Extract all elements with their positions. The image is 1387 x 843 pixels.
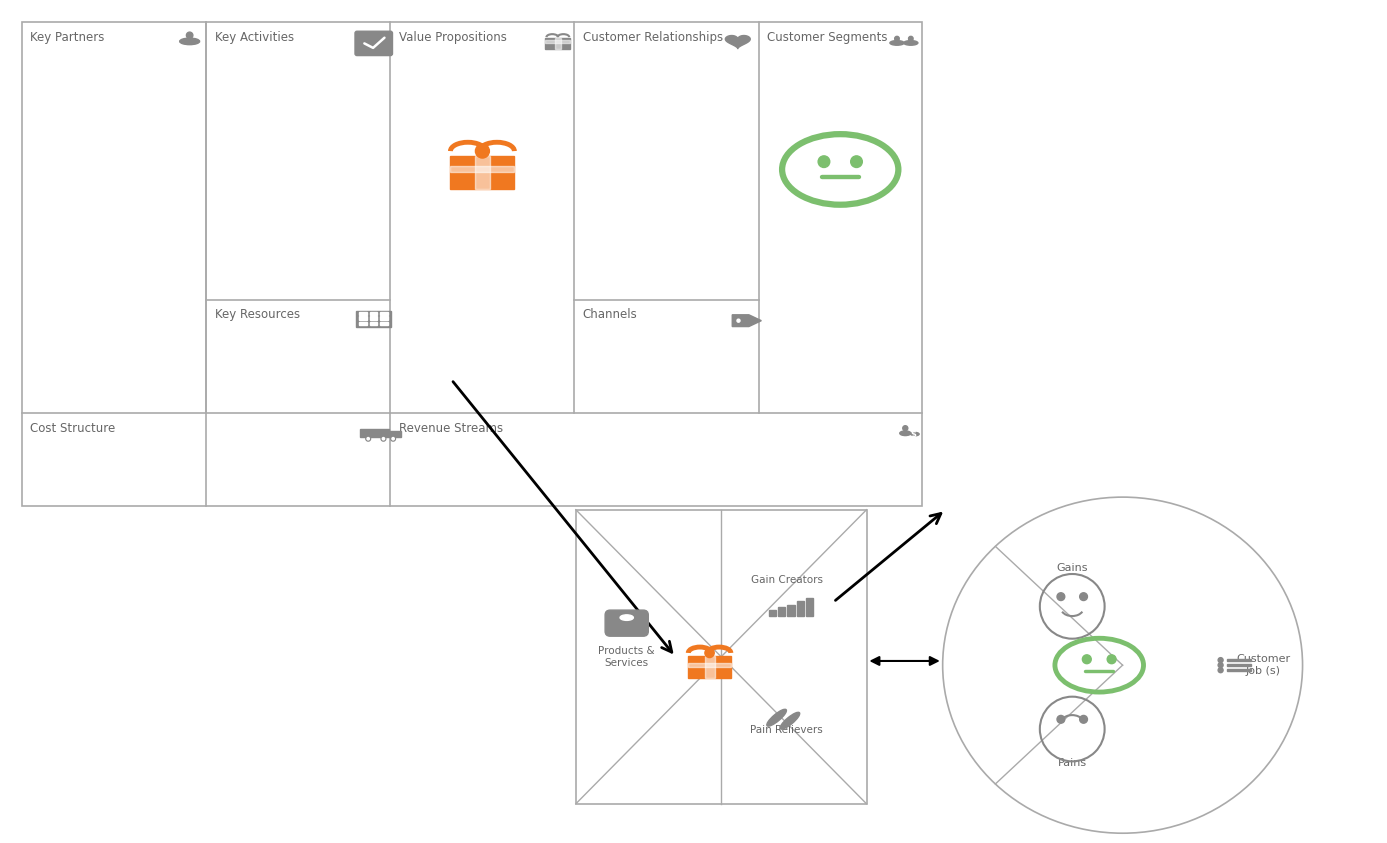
Bar bbox=[359, 321, 366, 325]
Bar bbox=[555, 38, 560, 49]
Circle shape bbox=[895, 36, 899, 41]
Text: Customer
Job (s): Customer Job (s) bbox=[1236, 654, 1290, 676]
Bar bbox=[768, 610, 775, 615]
Bar bbox=[369, 321, 377, 325]
Bar bbox=[22, 23, 922, 506]
Circle shape bbox=[818, 156, 829, 168]
Circle shape bbox=[1107, 655, 1117, 663]
Ellipse shape bbox=[180, 38, 200, 45]
Text: Key Resources: Key Resources bbox=[215, 308, 300, 321]
Text: Gain Creators: Gain Creators bbox=[750, 575, 822, 585]
Text: Customer Relationships: Customer Relationships bbox=[583, 31, 723, 44]
Ellipse shape bbox=[904, 40, 918, 46]
Bar bbox=[359, 429, 388, 438]
Circle shape bbox=[1079, 593, 1087, 600]
Text: Pain Relievers: Pain Relievers bbox=[750, 725, 822, 735]
Ellipse shape bbox=[890, 40, 904, 46]
Bar bbox=[1227, 664, 1251, 666]
Bar bbox=[369, 312, 377, 315]
Text: Key Activities: Key Activities bbox=[215, 31, 294, 44]
Bar bbox=[806, 599, 813, 615]
Text: Value Propositions: Value Propositions bbox=[398, 31, 506, 44]
Circle shape bbox=[366, 437, 370, 441]
Bar bbox=[474, 156, 490, 189]
Circle shape bbox=[1057, 716, 1065, 723]
Text: Revenue Streams: Revenue Streams bbox=[398, 422, 502, 434]
Circle shape bbox=[1218, 668, 1223, 673]
Circle shape bbox=[705, 648, 714, 658]
Circle shape bbox=[1082, 655, 1092, 663]
Circle shape bbox=[1218, 663, 1223, 668]
Circle shape bbox=[1218, 658, 1223, 663]
Text: Cost Structure: Cost Structure bbox=[31, 422, 115, 434]
Text: Gains: Gains bbox=[1057, 562, 1087, 572]
Bar bbox=[705, 657, 714, 678]
Circle shape bbox=[476, 144, 490, 158]
Ellipse shape bbox=[900, 431, 911, 436]
Bar bbox=[369, 316, 377, 319]
Bar bbox=[380, 321, 387, 325]
Bar bbox=[380, 312, 387, 315]
Text: Customer Segments: Customer Segments bbox=[767, 31, 888, 44]
Circle shape bbox=[368, 438, 369, 440]
Text: $: $ bbox=[911, 430, 917, 438]
Text: Channels: Channels bbox=[583, 308, 638, 321]
Bar bbox=[356, 310, 391, 327]
Bar bbox=[688, 657, 731, 663]
Bar bbox=[796, 601, 804, 615]
Circle shape bbox=[383, 438, 384, 440]
Text: Products &
Services: Products & Services bbox=[598, 646, 655, 668]
Ellipse shape bbox=[767, 709, 786, 726]
Circle shape bbox=[850, 156, 863, 168]
Bar bbox=[451, 166, 515, 172]
Circle shape bbox=[1079, 716, 1087, 723]
Bar bbox=[388, 431, 401, 438]
Bar bbox=[545, 38, 570, 41]
Bar bbox=[1227, 659, 1251, 661]
Bar bbox=[688, 663, 731, 667]
Bar bbox=[545, 41, 570, 49]
Bar bbox=[788, 604, 795, 615]
FancyBboxPatch shape bbox=[605, 610, 648, 636]
Polygon shape bbox=[725, 35, 750, 49]
Bar bbox=[778, 608, 785, 615]
Text: Pains: Pains bbox=[1058, 758, 1087, 768]
Circle shape bbox=[381, 437, 386, 441]
Circle shape bbox=[186, 32, 193, 39]
Circle shape bbox=[391, 437, 395, 441]
Circle shape bbox=[736, 319, 741, 322]
Bar bbox=[688, 663, 731, 678]
Bar bbox=[359, 312, 366, 315]
Ellipse shape bbox=[620, 615, 634, 620]
Bar bbox=[576, 510, 867, 804]
Ellipse shape bbox=[779, 712, 800, 729]
Polygon shape bbox=[732, 314, 761, 326]
Circle shape bbox=[393, 438, 394, 440]
Circle shape bbox=[903, 426, 908, 431]
Bar bbox=[545, 40, 570, 43]
Bar bbox=[451, 156, 515, 167]
Bar bbox=[451, 167, 515, 189]
Ellipse shape bbox=[911, 432, 920, 436]
Text: Key Partners: Key Partners bbox=[31, 31, 105, 44]
Circle shape bbox=[908, 36, 913, 41]
Bar bbox=[1227, 669, 1251, 671]
FancyBboxPatch shape bbox=[355, 31, 393, 56]
Bar bbox=[359, 316, 366, 319]
Circle shape bbox=[1057, 593, 1065, 600]
Bar bbox=[380, 316, 387, 319]
